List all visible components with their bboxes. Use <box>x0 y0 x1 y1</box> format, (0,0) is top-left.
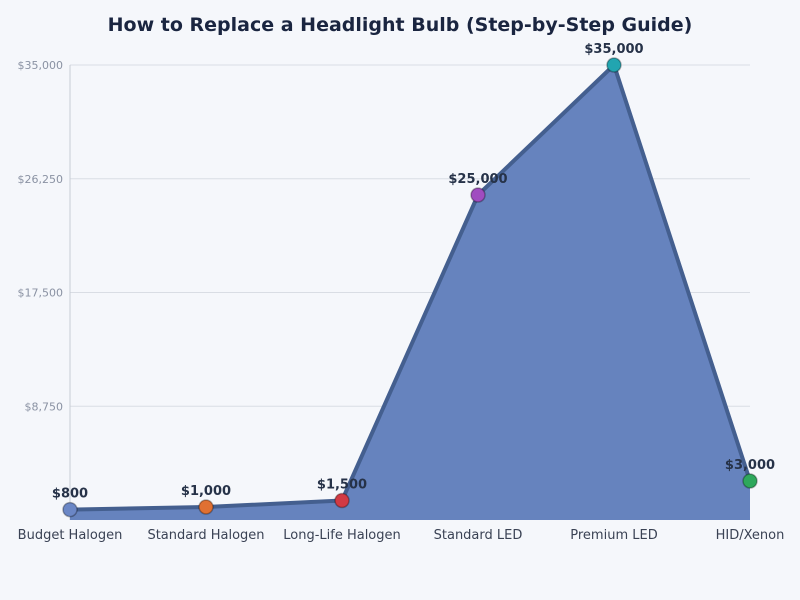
x-tick-label: Budget Halogen <box>18 528 123 543</box>
x-tick-label: HID/Xenon <box>716 528 785 543</box>
x-tick-label: Standard Halogen <box>147 528 264 543</box>
data-point-marker[interactable] <box>606 57 622 73</box>
y-tick-label: $26,250 <box>18 173 64 186</box>
data-point-marker[interactable] <box>742 473 758 489</box>
data-point-marker[interactable] <box>62 501 78 518</box>
series-line <box>69 63 752 512</box>
y-tick-label: $8,750 <box>25 400 64 413</box>
y-tick-label: $17,500 <box>18 287 64 300</box>
data-label: $1,000 <box>181 484 231 499</box>
data-label: $25,000 <box>448 172 507 187</box>
data-label: $1,500 <box>317 478 367 493</box>
y-tick-label: $35,000 <box>18 59 64 72</box>
x-tick-label: Premium LED <box>570 528 657 543</box>
data-label: $800 <box>52 487 88 502</box>
chart-title: How to Replace a Headlight Bulb (Step-by… <box>107 14 693 36</box>
data-point-marker[interactable] <box>334 492 350 509</box>
data-point-marker[interactable] <box>198 499 214 515</box>
area-fill <box>70 65 750 520</box>
data-labels: $800 $1,000 $1,500 $25,000 $35,000 $3,000 <box>52 42 775 502</box>
data-label: $35,000 <box>584 42 643 57</box>
data-points <box>62 57 758 518</box>
y-axis-ticks: $8,750 $17,500 $26,250 $35,000 <box>18 59 64 413</box>
data-label: $3,000 <box>725 458 775 473</box>
data-point-marker[interactable] <box>470 187 486 203</box>
x-axis-ticks: Budget Halogen Standard Halogen Long-Life … <box>18 528 785 543</box>
x-tick-label: Long-Life Halogen <box>283 528 401 543</box>
x-tick-label: Standard LED <box>434 528 523 543</box>
